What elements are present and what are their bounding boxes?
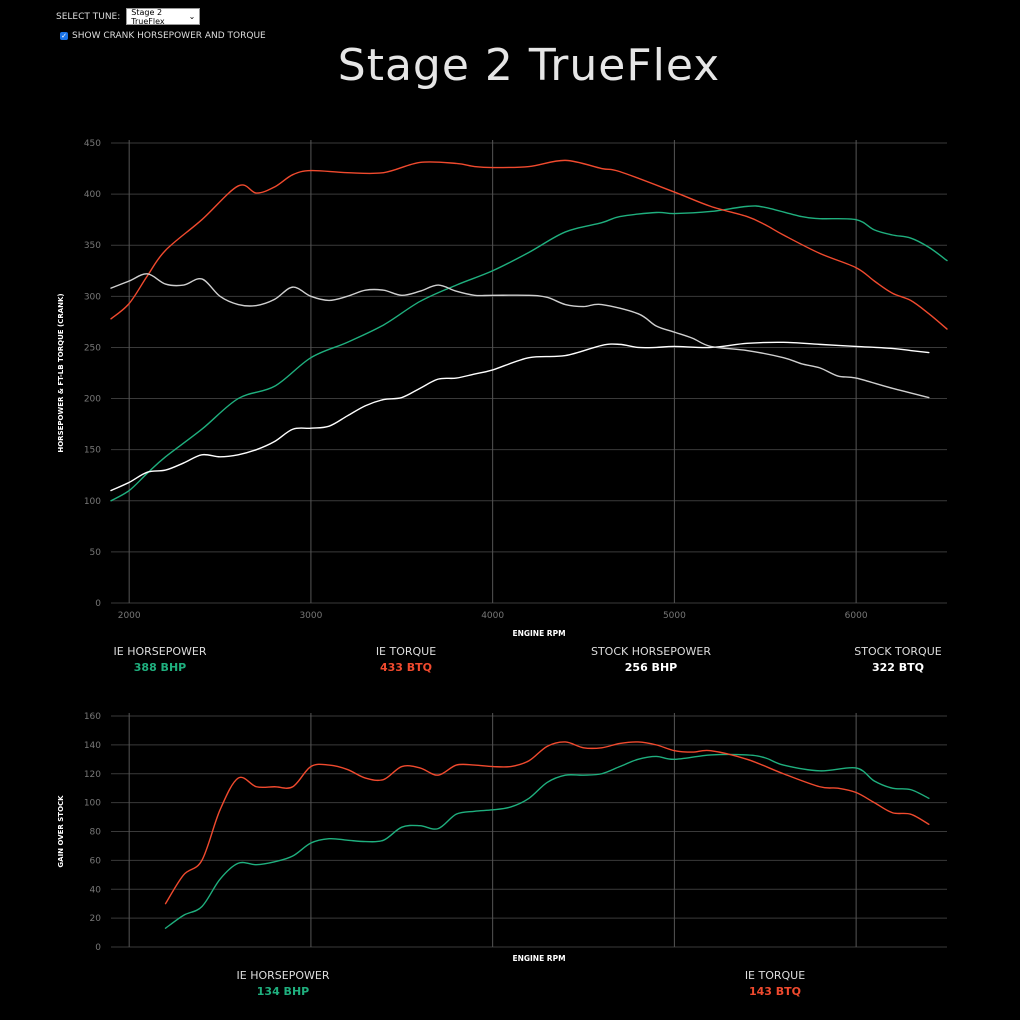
select-tune-label: SELECT TUNE: [56, 11, 121, 22]
legend-bottom-ie-hp: IE HORSEPOWER 134 BHP [213, 969, 353, 998]
y-tick-label: 50 [90, 548, 102, 558]
legend-value: 433 BTQ [379, 661, 433, 674]
y-tick-label: 140 [84, 741, 101, 751]
y-tick-label: 200 [84, 395, 101, 405]
legend-top-ie-tq: IE TORQUE 433 BTQ [346, 645, 466, 674]
y-tick-label: 0 [95, 943, 101, 953]
y-tick-label: 60 [90, 856, 102, 866]
legend-top-stock-hp: STOCK HORSEPOWER 256 BHP [581, 645, 721, 674]
x-axis-title: ENGINE RPM [512, 954, 565, 963]
y-tick-label: 20 [90, 914, 102, 924]
x-tick-label: 3000 [299, 611, 322, 621]
legend-label: IE HORSEPOWER [113, 645, 207, 658]
x-axis-title: ENGINE RPM [512, 629, 565, 638]
series-line-stock-torque [110, 273, 930, 399]
series-line-ie-horsepower [110, 205, 948, 502]
y-tick-label: 450 [84, 139, 101, 149]
legend-label: STOCK TORQUE [854, 645, 942, 658]
y-tick-label: 0 [95, 599, 101, 609]
legend-bottom-ie-tq: IE TORQUE 143 BTQ [715, 969, 835, 998]
legend-top-ie-hp: IE HORSEPOWER 388 BHP [100, 645, 220, 674]
y-tick-label: 350 [84, 241, 101, 251]
legend-value: 134 BHP [256, 985, 310, 998]
series-line-ie-torque [110, 159, 948, 330]
y-tick-label: 100 [84, 799, 101, 809]
x-tick-label: 5000 [663, 611, 686, 621]
y-axis-title: GAIN OVER STOCK [57, 795, 65, 868]
y-tick-label: 300 [84, 292, 101, 302]
legend-value: 256 BHP [624, 661, 678, 674]
y-tick-label: 40 [90, 885, 102, 895]
y-tick-label: 400 [84, 190, 101, 200]
x-tick-label: 6000 [845, 611, 868, 621]
x-tick-label: 4000 [481, 611, 504, 621]
crank-checkbox[interactable]: ✓ [60, 32, 68, 40]
y-tick-label: 150 [84, 446, 101, 456]
legend-label: STOCK HORSEPOWER [590, 645, 712, 658]
series-line-ie-horsepower [164, 753, 930, 929]
y-tick-label: 80 [90, 828, 102, 838]
crank-checkbox-label: SHOW CRANK HORSEPOWER AND TORQUE [72, 31, 266, 41]
tune-select[interactable]: Stage 2 TrueFlex ⌄ [126, 7, 201, 26]
legend-value: 388 BHP [133, 661, 187, 674]
tune-controls: SELECT TUNE: Stage 2 TrueFlex ⌄ ✓ SHOW C… [56, 7, 266, 42]
legend-label: IE TORQUE [744, 969, 806, 982]
series-line-stock-horsepower [110, 341, 930, 492]
y-tick-label: 250 [84, 343, 101, 353]
legend-top-stock-tq: STOCK TORQUE 322 BTQ [838, 645, 958, 674]
legend-label: IE TORQUE [375, 645, 437, 658]
y-tick-label: 120 [84, 770, 101, 780]
legend-value: 322 BTQ [871, 661, 925, 674]
legend-value: 143 BTQ [748, 985, 802, 998]
tune-select-value: Stage 2 TrueFlex [131, 7, 165, 26]
y-axis-title: HORSEPOWER & FT-LB TORQUE (CRANK) [57, 293, 65, 452]
chevron-down-icon: ⌄ [188, 12, 196, 21]
x-tick-label: 2000 [118, 611, 141, 621]
page-title: Stage 2 TrueFlex [337, 40, 721, 91]
y-tick-label: 100 [84, 497, 101, 507]
series-line-ie-torque [164, 741, 930, 905]
legend-label: IE HORSEPOWER [236, 969, 330, 982]
y-tick-label: 160 [84, 712, 101, 722]
